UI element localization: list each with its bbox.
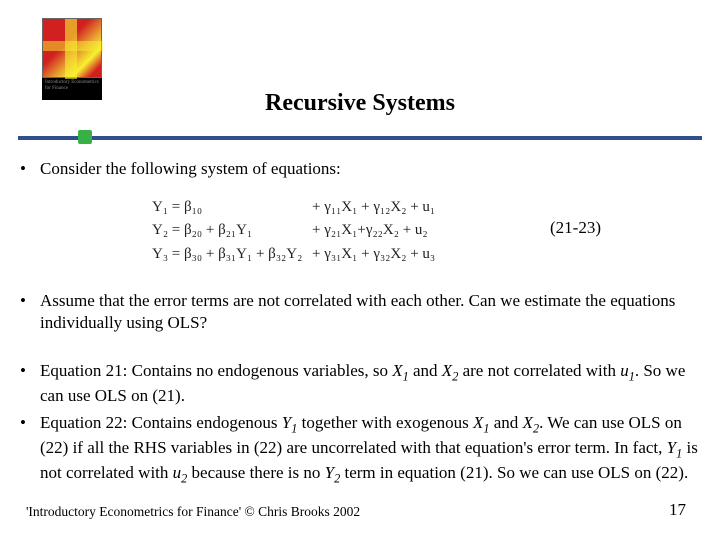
bullet-3: • Equation 21: Contains no endogenous va… [18, 360, 702, 406]
title-underline [18, 136, 702, 140]
text-span: are not correlated with [458, 361, 620, 380]
var-x2: X2 [523, 413, 540, 432]
equation-reference: (21-23) [550, 218, 601, 238]
var-x2: X2 [442, 361, 459, 380]
book-cover-logo: Introductory Econometrics for Finance [42, 18, 102, 100]
text-span: Equation 22: Contains endogenous [40, 413, 282, 432]
text-span: together with exogenous [297, 413, 473, 432]
bullet-text: Assume that the error terms are not corr… [40, 290, 702, 334]
eq-21-lhs: Y₁ = β₁₀ [152, 196, 312, 219]
page-number: 17 [669, 500, 686, 520]
eq-23-lhs: Y₃ = β₃₀ + β₃₁Y₁ + β₃₂Y₂ [152, 243, 312, 266]
text-span: and [490, 413, 523, 432]
bullet-text: Equation 22: Contains endogenous Y1 toge… [40, 412, 702, 486]
eq-21-rhs: + γ₁₁X₁ + γ₁₂X₂ + u₁ [312, 196, 435, 219]
bullet-text: Consider the following system of equatio… [40, 158, 702, 180]
bullet-text: Equation 21: Contains no endogenous vari… [40, 360, 702, 406]
text-span: Equation 21: Contains no endogenous vari… [40, 361, 392, 380]
var-y1: Y1 [282, 413, 298, 432]
var-u2: u2 [173, 463, 188, 482]
bullet-marker: • [18, 158, 40, 180]
text-span: because there is no [187, 463, 324, 482]
bullet-2: • Assume that the error terms are not co… [18, 290, 702, 340]
bullet-marker: • [18, 412, 40, 433]
var-u1: u1 [620, 361, 635, 380]
title-accent-dot [78, 130, 92, 144]
bullet-marker: • [18, 360, 40, 381]
equation-system: Y₁ = β₁₀ + γ₁₁X₁ + γ₁₂X₂ + u₁ Y₂ = β₂₀ +… [152, 196, 572, 266]
text-span: term in equation (21). So we can use OLS… [340, 463, 688, 482]
bullet-4: • Equation 22: Contains endogenous Y1 to… [18, 412, 702, 486]
footer-citation: 'Introductory Econometrics for Finance' … [26, 504, 360, 520]
text-span: and [409, 361, 442, 380]
var-x1: X1 [392, 361, 409, 380]
bullet-block-3: • Equation 21: Contains no endogenous va… [18, 360, 702, 493]
slide-title: Recursive Systems [0, 90, 720, 117]
var-x1: X1 [473, 413, 490, 432]
bullet-1: • Consider the following system of equat… [18, 158, 702, 186]
eq-23-rhs: + γ₃₁X₁ + γ₃₂X₂ + u₃ [312, 243, 435, 266]
bullet-marker: • [18, 290, 40, 312]
eq-22-lhs: Y₂ = β₂₀ + β₂₁Y₁ [152, 219, 312, 242]
var-y1: Y1 [667, 438, 683, 457]
eq-22-rhs: + γ₂₁X₁+γ₂₂X₂ + u₂ [312, 219, 428, 242]
logo-image [42, 18, 102, 78]
var-y2: Y2 [325, 463, 341, 482]
